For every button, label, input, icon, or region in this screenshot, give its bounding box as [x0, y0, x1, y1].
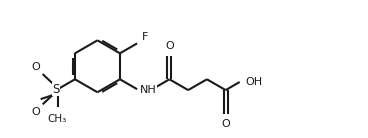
Text: CH₃: CH₃: [47, 114, 67, 124]
Text: O: O: [221, 119, 230, 129]
Text: OH: OH: [246, 77, 263, 87]
Text: O: O: [165, 41, 174, 51]
Text: O: O: [31, 62, 40, 72]
Text: O: O: [31, 107, 40, 116]
Text: NH: NH: [139, 85, 156, 95]
Text: S: S: [52, 83, 60, 96]
Text: F: F: [141, 32, 148, 42]
